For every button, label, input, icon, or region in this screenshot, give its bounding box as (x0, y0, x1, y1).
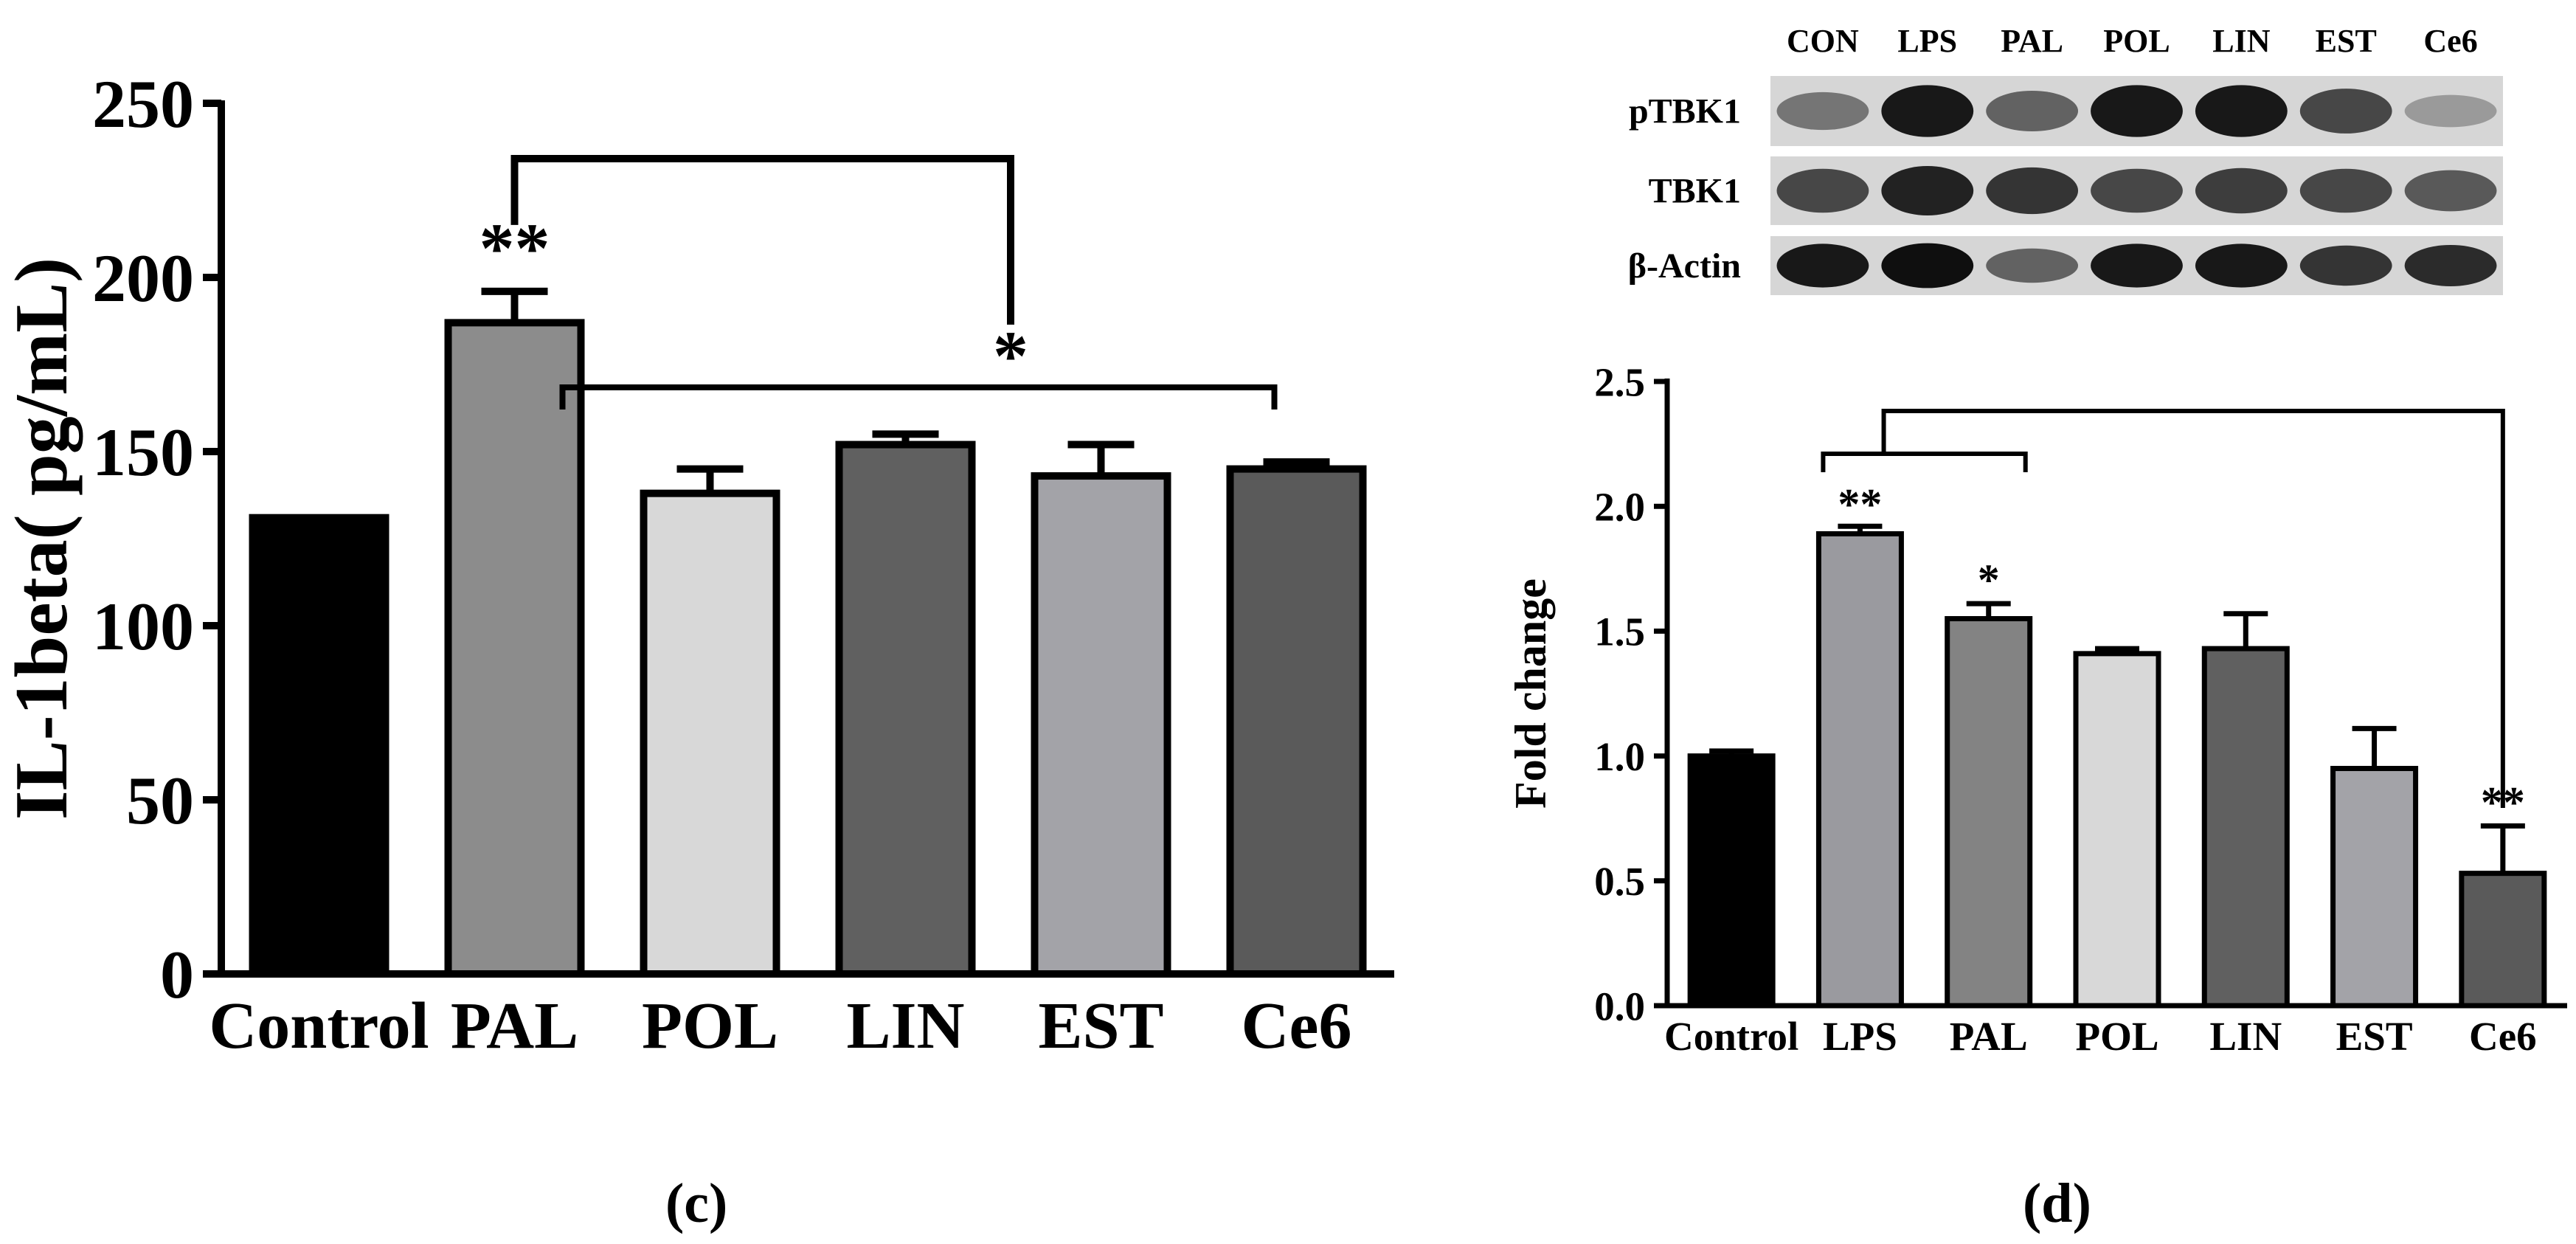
y-tick-label: 0 (160, 937, 194, 1012)
y-tick-label: 250 (92, 66, 194, 142)
blot-lane-lps: LPS (1897, 23, 1957, 59)
blot-band (1986, 248, 2079, 283)
y-tick-label: 150 (92, 415, 194, 490)
bracket-lps-pal (1821, 452, 2028, 472)
x-tick-label-pol: POL (2075, 1014, 2158, 1059)
bar-est (2330, 766, 2419, 1009)
blot-row-label: TBK1 (1649, 172, 1741, 211)
chart-d: 0.0 0.5 1.0 1.5 2.0 2.5 Control LPS PAL POL LIN EST… (1506, 23, 2567, 1059)
y-axis-label: Fold change (1506, 578, 1555, 809)
blot-lane-ce6: Ce6 (2423, 23, 2477, 59)
blot-band (2404, 170, 2497, 212)
blot-band (2299, 168, 2392, 213)
x-tick-label-control: Control (209, 989, 429, 1062)
blot-band (1776, 91, 1869, 131)
blot-band (2195, 85, 2288, 137)
blot-band (1986, 90, 2079, 132)
bar-ce6 (2459, 871, 2547, 1009)
bar-lin (835, 440, 976, 978)
significance-group: * (993, 317, 1028, 395)
blot-band (2404, 245, 2497, 286)
blot-band (2195, 167, 2288, 214)
bar-lps (1815, 531, 1904, 1009)
x-tick-label-pol: POL (642, 989, 778, 1062)
x-tick-label-est: EST (1038, 989, 1163, 1062)
blot-lane-pol: POL (2103, 23, 2170, 59)
blot-band (1776, 168, 1869, 213)
blot-band (1776, 243, 1869, 288)
y-tick-label: 0.0 (1594, 984, 1645, 1029)
x-tick-label-ce6: Ce6 (2469, 1014, 2537, 1059)
blot-band (2299, 89, 2392, 134)
y-tick-label: 0.5 (1594, 859, 1645, 904)
bar-pol (2073, 651, 2161, 1009)
bar-lin (2201, 646, 2290, 1009)
y-tick-label: 50 (126, 763, 194, 838)
x-tick-label-est: EST (2336, 1014, 2413, 1059)
bar-pal (444, 319, 585, 978)
y-tick-label: 2.5 (1594, 359, 1645, 404)
blot-band (2195, 243, 2288, 288)
blot-lane-lin: LIN (2212, 23, 2270, 59)
significance-pal: * (1978, 556, 2000, 604)
y-tick-label: 1.5 (1594, 609, 1645, 654)
x-tick-label-lin: LIN (2209, 1014, 2282, 1059)
blot-row-label: β-Actin (1628, 246, 1741, 286)
blot-lane-con: CON (1787, 23, 1859, 59)
y-tick-label: 100 (92, 589, 194, 664)
blot-band (2404, 94, 2497, 128)
bracket-pal (510, 155, 1014, 325)
panel-label-d: (d) (2023, 1172, 2091, 1234)
y-tick-label: 200 (92, 241, 194, 316)
bracket-pol-ce6 (559, 384, 1278, 410)
x-tick-label-lps: LPS (1823, 1014, 1897, 1059)
blot-band (1881, 166, 1974, 215)
blot-band (1881, 243, 1974, 288)
x-tick-label-pal: PAL (1950, 1014, 2028, 1059)
chart-c: 0 50 100 150 200 250 Control PAL POL LIN EST Ce6 IL-… (0, 66, 1394, 1062)
x-tick-label-control: Control (1664, 1014, 1798, 1059)
y-tick-label: 2.0 (1594, 484, 1645, 529)
bar-est (1031, 472, 1171, 978)
blot-band (2091, 85, 2183, 137)
y-tick-label: 1.0 (1594, 734, 1645, 779)
significance-lps: ** (1838, 480, 1882, 528)
bar-control (249, 514, 389, 978)
blot-band (2091, 243, 2183, 288)
bar-pal (1945, 615, 2033, 1009)
bar-pol (640, 489, 780, 978)
blot-band (1986, 167, 2079, 215)
bar-control (1687, 753, 1776, 1009)
panel-label-c: (c) (665, 1172, 728, 1234)
blot-band (2299, 245, 2392, 286)
x-tick-label-lin: LIN (846, 989, 964, 1062)
x-tick-label-ce6: Ce6 (1242, 989, 1352, 1062)
blot-row-label: pTBK1 (1629, 92, 1741, 131)
bar-ce6 (1226, 465, 1367, 978)
bracket-ce6 (1881, 409, 2505, 808)
x-tick-label-pal: PAL (451, 989, 578, 1062)
blot-lane-est: EST (2316, 23, 2377, 59)
blot-band (1881, 85, 1974, 137)
y-axis-label: IL-1beta( pg/mL) (0, 258, 83, 820)
blot-lane-pal: PAL (2001, 23, 2063, 59)
blot-band (2091, 168, 2183, 213)
